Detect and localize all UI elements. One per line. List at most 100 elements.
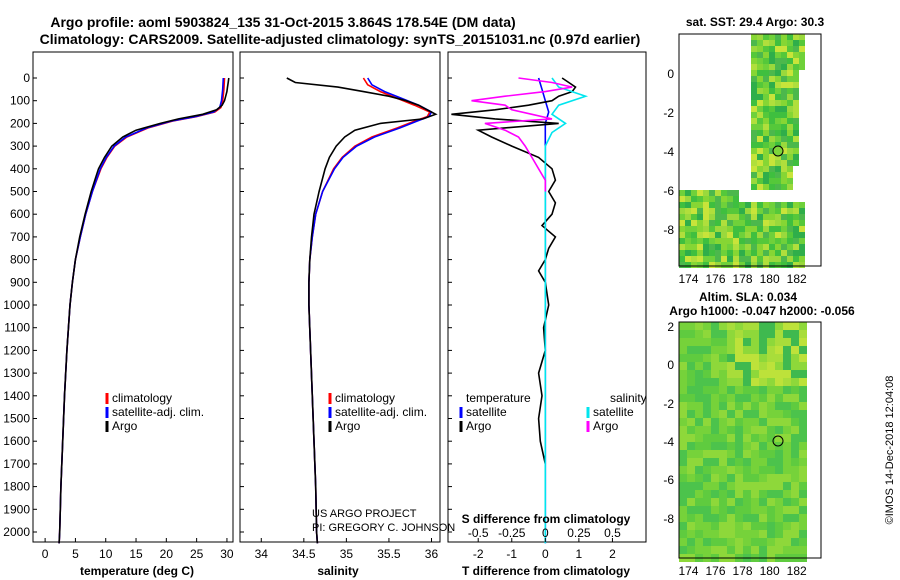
sst-cell <box>781 220 787 226</box>
sst-cell <box>757 46 763 52</box>
sst-cell <box>739 214 745 220</box>
map-y-tick-label: -6 <box>663 473 674 487</box>
sst-cell <box>781 100 787 106</box>
sla-cell <box>735 458 743 466</box>
sst-cell <box>751 160 757 166</box>
sst-cell <box>757 232 763 238</box>
sla-cell <box>783 394 791 402</box>
sla-cell <box>695 330 703 338</box>
sst-cell <box>751 220 757 226</box>
sla-cell <box>743 546 751 554</box>
sst-cell <box>751 112 757 118</box>
sla-cell <box>695 434 703 442</box>
map-y-tick-label: 0 <box>667 67 674 81</box>
sst-cell <box>769 238 775 244</box>
sla-cell <box>727 418 735 426</box>
sla-cell <box>783 330 791 338</box>
sla-cell <box>767 370 775 378</box>
sla-cell <box>783 338 791 346</box>
sla-cell <box>751 362 759 370</box>
sst-cell <box>799 214 805 220</box>
sla-cell <box>703 506 711 514</box>
sst-cell <box>691 238 697 244</box>
sla-cell <box>783 530 791 538</box>
series-line-s-satellite <box>544 77 589 544</box>
sst-cell <box>715 226 721 232</box>
sst-cell <box>679 196 685 202</box>
sla-cell <box>767 354 775 362</box>
sla-cell <box>775 434 783 442</box>
sla-cell <box>687 370 695 378</box>
sst-cell <box>787 136 793 142</box>
sla-cell <box>775 474 783 482</box>
sst-cell <box>781 136 787 142</box>
sst-cell <box>763 172 769 178</box>
sla-cell <box>799 522 807 530</box>
sla-cell <box>695 394 703 402</box>
sla-cell <box>695 442 703 450</box>
sst-cell <box>757 250 763 256</box>
sla-cell <box>783 506 791 514</box>
sla-cell <box>783 362 791 370</box>
depth-tick-label: 1900 <box>3 502 30 516</box>
sla-cell <box>727 402 735 410</box>
sla-cell <box>759 402 767 410</box>
sst-cell <box>781 160 787 166</box>
sst-cell <box>793 148 799 154</box>
sla-cell <box>703 522 711 530</box>
sla-cell <box>703 546 711 554</box>
sla-cell <box>751 498 759 506</box>
sla-cell <box>679 410 687 418</box>
sla-cell <box>735 362 743 370</box>
sla-cell <box>799 546 807 554</box>
sla-cell <box>695 402 703 410</box>
sst-cell <box>775 220 781 226</box>
sla-cell <box>711 546 719 554</box>
sst-cell <box>775 244 781 250</box>
sst-cell <box>679 250 685 256</box>
sst-cell <box>793 34 799 40</box>
sla-cell <box>751 346 759 354</box>
sst-cell <box>769 160 775 166</box>
sla-cell <box>679 338 687 346</box>
sla-cell <box>759 546 767 554</box>
x-tick-label: 15 <box>129 547 143 561</box>
sla-cell <box>719 370 727 378</box>
sla-cell <box>695 498 703 506</box>
sla-cell <box>783 538 791 546</box>
sla-cell <box>799 482 807 490</box>
sla-cell <box>687 434 695 442</box>
sst-cell <box>757 34 763 40</box>
sst-cell <box>709 226 715 232</box>
sla-cell <box>719 322 727 330</box>
map-y-tick-label: -8 <box>663 223 674 237</box>
sla-cell <box>711 498 719 506</box>
sla-cell <box>711 442 719 450</box>
sst-cell <box>787 118 793 124</box>
sla-cell <box>767 330 775 338</box>
sla-cell <box>703 426 711 434</box>
sla-cell <box>695 538 703 546</box>
sst-cell <box>721 262 727 268</box>
sst-cell <box>715 196 721 202</box>
sla-cell <box>735 474 743 482</box>
sla-cell <box>791 426 799 434</box>
sst-cell <box>775 136 781 142</box>
sla-cell <box>751 322 759 330</box>
sst-cell <box>697 220 703 226</box>
sla-cell <box>775 386 783 394</box>
sst-cell <box>799 250 805 256</box>
sla-map-field <box>679 322 807 562</box>
sla-cell <box>703 394 711 402</box>
sla-cell <box>743 458 751 466</box>
sla-cell <box>791 466 799 474</box>
sst-cell <box>769 250 775 256</box>
sst-cell <box>733 244 739 250</box>
sst-cell <box>757 226 763 232</box>
sst-cell <box>775 58 781 64</box>
sst-cell <box>751 40 757 46</box>
sla-cell <box>687 426 695 434</box>
sst-cell <box>763 244 769 250</box>
sla-cell <box>751 330 759 338</box>
